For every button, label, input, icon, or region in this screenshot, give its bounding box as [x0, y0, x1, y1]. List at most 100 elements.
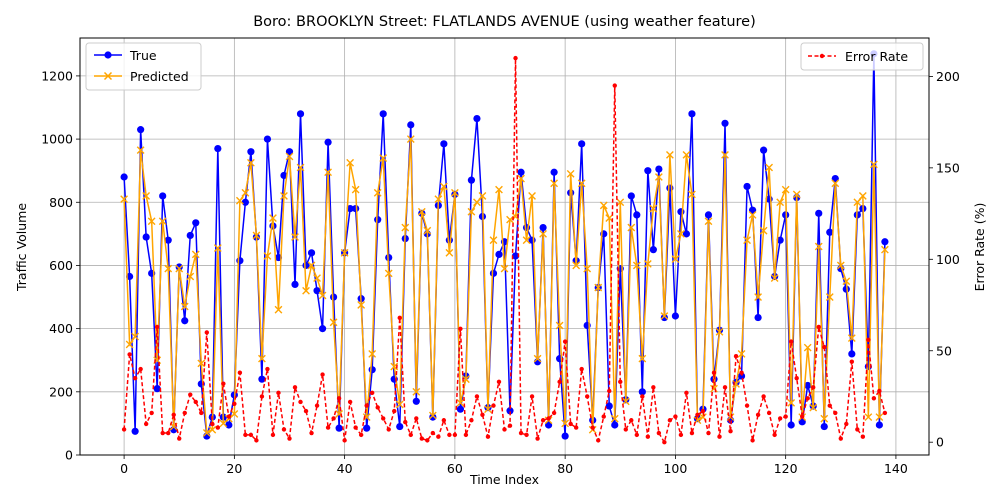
- point-true: [456, 405, 464, 413]
- legend-left: True Predicted: [85, 42, 202, 91]
- point-error: [485, 434, 491, 439]
- point-true: [120, 173, 128, 181]
- point-predicted: [577, 179, 586, 188]
- point-true: [307, 249, 316, 257]
- point-true: [346, 204, 354, 213]
- point-true: [440, 140, 448, 148]
- point-predicted: [539, 229, 547, 238]
- point-predicted: [456, 398, 465, 407]
- point-true: [247, 148, 255, 156]
- point-predicted: [522, 236, 531, 245]
- point-error: [816, 324, 821, 330]
- legend-right: Error Rate: [800, 42, 924, 71]
- point-error: [386, 427, 391, 432]
- point-error: [744, 403, 750, 408]
- point-predicted: [467, 207, 476, 216]
- point-predicted: [605, 214, 614, 222]
- point-true: [379, 110, 387, 118]
- point-error: [381, 416, 386, 421]
- y-tick-label-left: 600: [49, 258, 73, 273]
- point-true: [263, 135, 272, 143]
- point-error: [403, 419, 408, 425]
- point-error: [772, 432, 777, 438]
- point-predicted: [820, 414, 829, 423]
- point-error: [882, 410, 888, 416]
- point-true: [153, 385, 161, 393]
- point-error: [463, 432, 469, 438]
- y-tick-label-left: 400: [49, 321, 73, 336]
- point-predicted: [847, 334, 856, 343]
- point-error: [292, 385, 298, 390]
- point-predicted: [329, 318, 338, 327]
- point-error: [811, 385, 816, 390]
- point-error: [651, 385, 656, 390]
- plot-frame: [79, 37, 930, 456]
- point-predicted: [313, 274, 321, 282]
- point-error: [529, 394, 535, 399]
- point-error: [689, 430, 695, 436]
- point-error: [838, 436, 843, 441]
- point-predicted: [875, 413, 884, 421]
- point-error: [629, 418, 634, 423]
- point-error: [623, 427, 628, 432]
- point-error: [871, 396, 877, 401]
- point-predicted: [241, 188, 250, 197]
- point-predicted: [654, 173, 663, 181]
- point-true: [258, 375, 266, 383]
- point-predicted: [252, 231, 261, 240]
- point-error: [210, 421, 215, 427]
- point-true: [285, 148, 294, 156]
- point-error: [706, 430, 711, 436]
- point-predicted: [428, 411, 437, 420]
- point-true: [374, 216, 382, 224]
- point-error: [127, 352, 132, 357]
- point-error: [513, 55, 518, 61]
- point-predicted: [864, 413, 873, 421]
- legend-error-label: Error Rate: [845, 49, 908, 64]
- point-true: [545, 421, 553, 429]
- point-predicted: [247, 158, 255, 167]
- point-predicted: [671, 255, 680, 264]
- point-error: [579, 366, 584, 372]
- point-true: [655, 165, 663, 173]
- point-predicted: [208, 425, 217, 434]
- point-error: [827, 403, 832, 408]
- point-error: [777, 416, 783, 421]
- point-error: [452, 432, 458, 438]
- point-error: [656, 430, 662, 436]
- point-true: [638, 388, 646, 396]
- point-error: [154, 324, 160, 330]
- legend-predicted-label: Predicted: [130, 69, 189, 84]
- point-true: [241, 198, 249, 206]
- point-error: [441, 418, 447, 423]
- point-true: [804, 381, 812, 390]
- point-error: [849, 359, 855, 364]
- point-error: [342, 438, 347, 443]
- point-predicted: [599, 201, 608, 210]
- point-error: [215, 425, 221, 430]
- point-predicted: [881, 245, 889, 254]
- point-predicted: [561, 419, 570, 428]
- point-true: [721, 119, 729, 127]
- point-predicted: [213, 244, 222, 252]
- y-tick-label-right: 200: [936, 69, 960, 84]
- point-predicted: [158, 217, 167, 226]
- y-tick-label-left: 0: [65, 448, 73, 463]
- point-true: [368, 366, 376, 374]
- point-error: [425, 438, 430, 443]
- point-error: [143, 421, 149, 427]
- point-error: [573, 425, 579, 430]
- point-error: [645, 434, 651, 439]
- point-predicted: [776, 198, 785, 207]
- point-error: [419, 436, 425, 441]
- point-true: [407, 121, 415, 129]
- point-error: [276, 390, 281, 396]
- point-predicted: [528, 192, 536, 200]
- point-true: [754, 313, 762, 322]
- point-predicted: [550, 179, 559, 188]
- point-true: [186, 231, 194, 240]
- point-true: [660, 313, 668, 322]
- point-error: [458, 326, 463, 332]
- point-predicted: [616, 198, 625, 207]
- point-predicted: [401, 223, 410, 232]
